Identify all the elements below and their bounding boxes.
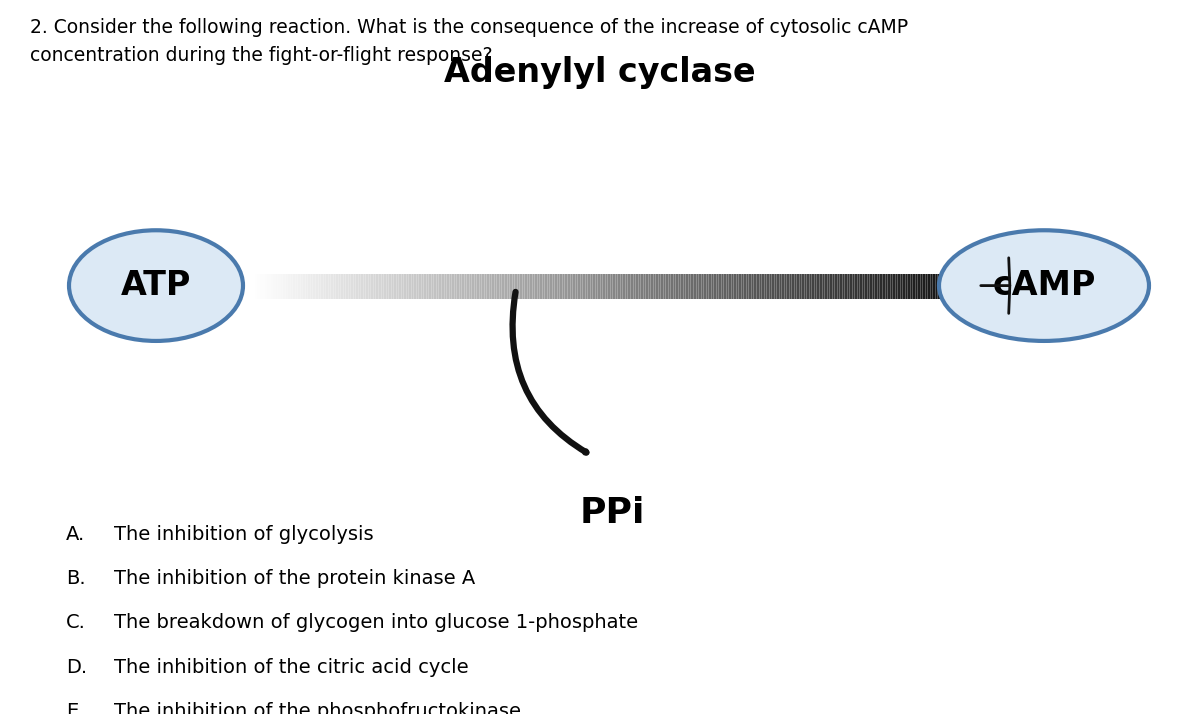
Text: C.: C.: [66, 613, 86, 633]
Ellipse shape: [940, 230, 1150, 341]
Text: The breakdown of glycogen into glucose 1-phosphate: The breakdown of glycogen into glucose 1…: [114, 613, 638, 633]
Ellipse shape: [70, 230, 242, 341]
Text: B.: B.: [66, 569, 85, 588]
Text: E.: E.: [66, 702, 84, 714]
Text: concentration during the fight-or-flight response?: concentration during the fight-or-flight…: [30, 46, 492, 66]
Text: PPi: PPi: [580, 496, 644, 531]
Text: The inhibition of the protein kinase A: The inhibition of the protein kinase A: [114, 569, 475, 588]
Text: cAMP: cAMP: [992, 269, 1096, 302]
Text: A.: A.: [66, 525, 85, 544]
Text: The inhibition of the citric acid cycle: The inhibition of the citric acid cycle: [114, 658, 469, 677]
Text: The inhibition of the phosphofructokinase: The inhibition of the phosphofructokinas…: [114, 702, 521, 714]
Text: ATP: ATP: [121, 269, 191, 302]
Text: 2. Consider the following reaction. What is the consequence of the increase of c: 2. Consider the following reaction. What…: [30, 18, 908, 37]
FancyArrowPatch shape: [512, 292, 587, 453]
Text: Adenylyl cyclase: Adenylyl cyclase: [444, 56, 756, 89]
Text: The inhibition of glycolysis: The inhibition of glycolysis: [114, 525, 373, 544]
Text: D.: D.: [66, 658, 88, 677]
